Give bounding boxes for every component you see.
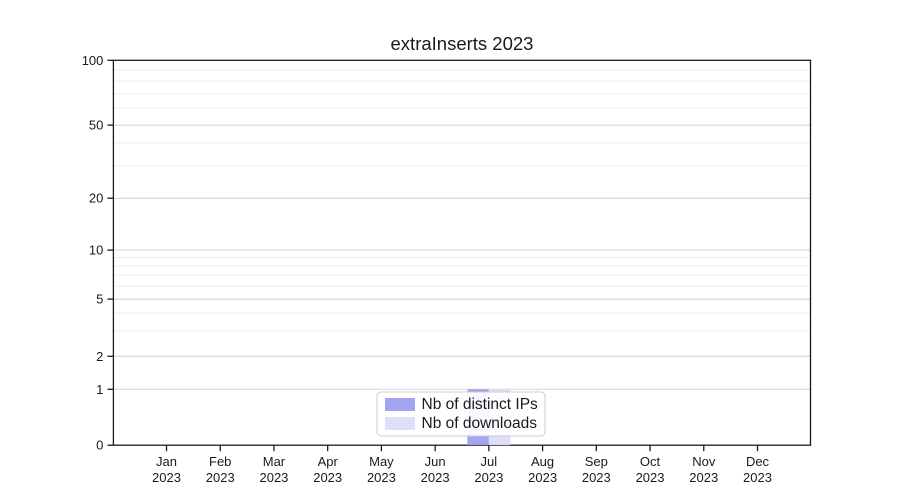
svg-text:2023: 2023 [582, 470, 611, 485]
svg-text:2023: 2023 [367, 470, 396, 485]
svg-text:2023: 2023 [206, 470, 235, 485]
svg-text:2023: 2023 [636, 470, 665, 485]
svg-text:May: May [369, 454, 394, 469]
svg-text:Feb: Feb [209, 454, 231, 469]
svg-text:Apr: Apr [318, 454, 339, 469]
svg-text:2023: 2023 [528, 470, 557, 485]
svg-text:Dec: Dec [746, 454, 770, 469]
svg-text:2023: 2023 [689, 470, 718, 485]
svg-text:Mar: Mar [263, 454, 286, 469]
svg-text:Nov: Nov [692, 454, 716, 469]
svg-text:5: 5 [96, 292, 103, 307]
svg-text:2023: 2023 [313, 470, 342, 485]
svg-text:10: 10 [89, 243, 103, 258]
svg-text:2: 2 [96, 349, 103, 364]
svg-text:Jul: Jul [481, 454, 498, 469]
svg-text:1: 1 [96, 382, 103, 397]
svg-text:50: 50 [89, 118, 103, 133]
svg-text:Nb of downloads: Nb of downloads [422, 415, 538, 432]
svg-text:Aug: Aug [531, 454, 554, 469]
svg-text:20: 20 [89, 191, 103, 206]
svg-text:Oct: Oct [640, 454, 661, 469]
svg-text:extraInserts 2023: extraInserts 2023 [391, 33, 534, 54]
svg-text:0: 0 [96, 438, 103, 453]
svg-text:2023: 2023 [152, 470, 181, 485]
svg-text:Sep: Sep [585, 454, 608, 469]
svg-text:2023: 2023 [743, 470, 772, 485]
svg-text:2023: 2023 [474, 470, 503, 485]
svg-text:2023: 2023 [259, 470, 288, 485]
svg-text:Jun: Jun [425, 454, 446, 469]
svg-text:100: 100 [82, 53, 104, 68]
svg-text:2023: 2023 [421, 470, 450, 485]
svg-text:Nb of distinct IPs: Nb of distinct IPs [422, 396, 539, 413]
svg-text:Jan: Jan [156, 454, 177, 469]
